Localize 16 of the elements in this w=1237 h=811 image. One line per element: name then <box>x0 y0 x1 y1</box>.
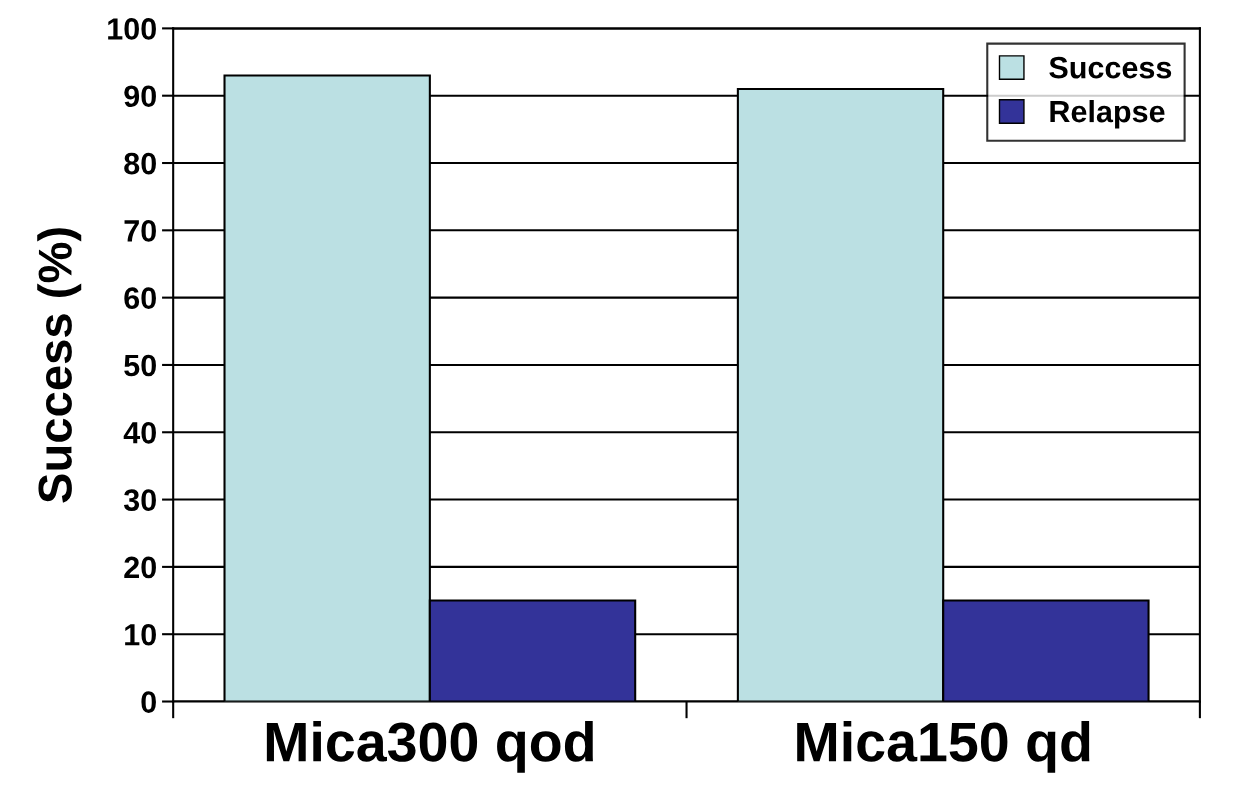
y-tick-label: 10 <box>125 623 156 646</box>
y-tick-label: 60 <box>124 287 156 310</box>
y-tick-label: 100 <box>108 18 156 40</box>
x-tick-label: Mica300 qod <box>266 720 593 773</box>
legend-label: Relapse <box>1050 99 1165 129</box>
y-tick-label: 90 <box>124 85 156 108</box>
y-tick-label: 30 <box>123 489 156 511</box>
legend-label: Success <box>1049 56 1172 79</box>
y-tick-label: 40 <box>123 422 156 444</box>
y-tick-label: 20 <box>124 556 156 579</box>
y-tick-label: 50 <box>124 354 156 377</box>
y-tick-label: 80 <box>124 152 156 175</box>
y-axis-title: Success (%) <box>37 228 82 503</box>
y-tick-label: 0 <box>141 691 156 713</box>
y-tick-label: 70 <box>124 220 156 242</box>
x-tick-label: Mica150 qd <box>797 720 1090 773</box>
